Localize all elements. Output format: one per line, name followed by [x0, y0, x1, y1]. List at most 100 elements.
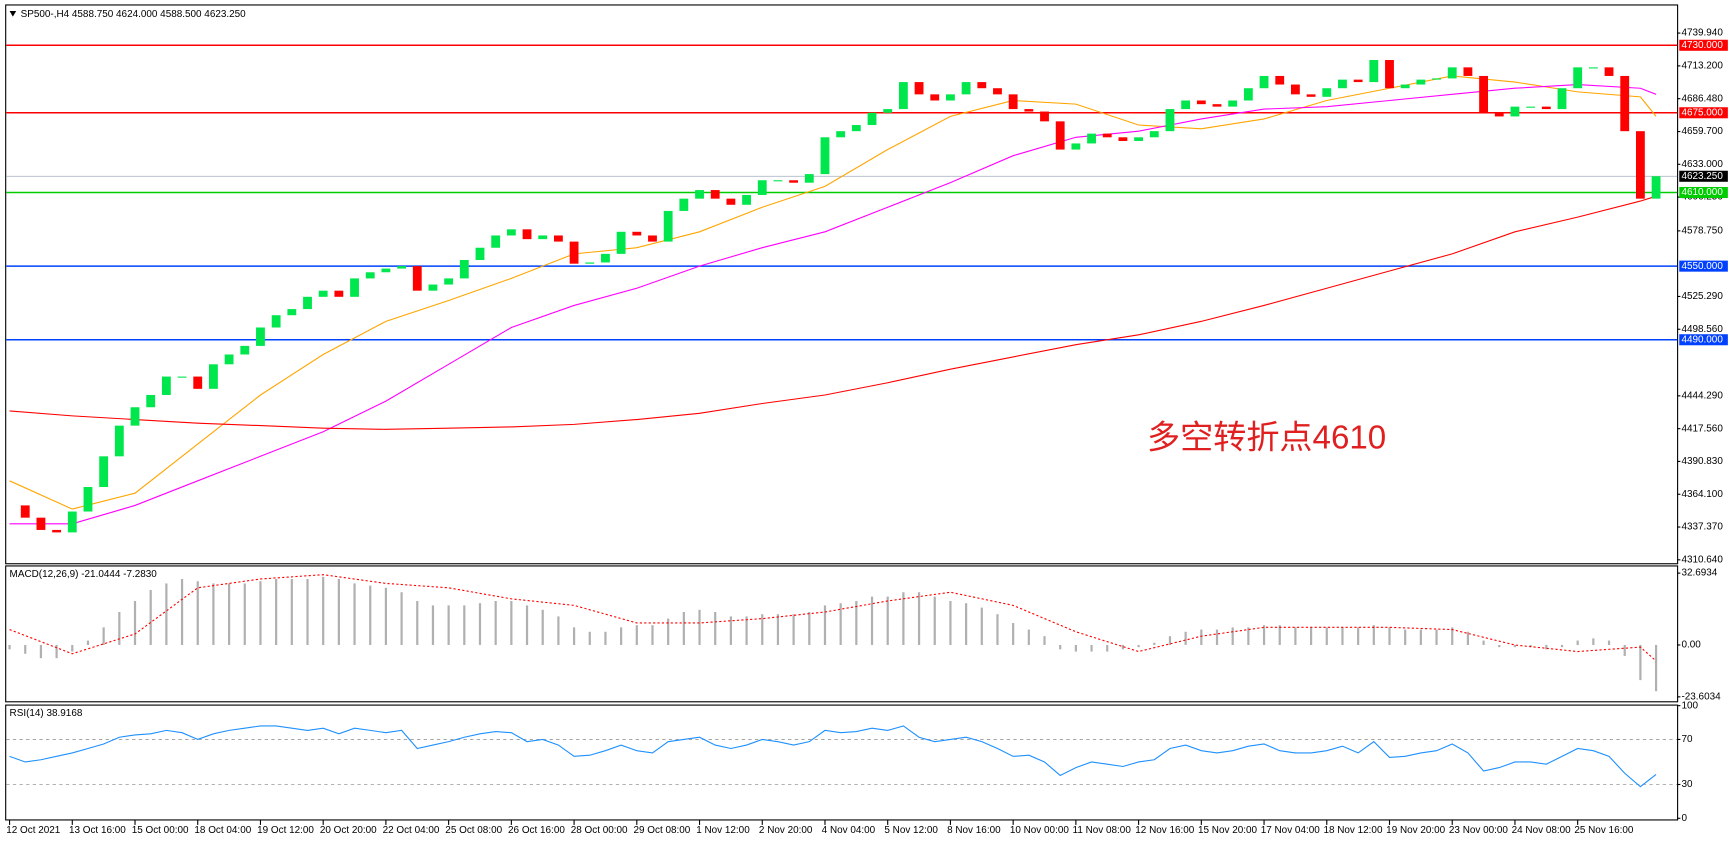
candle-body [224, 354, 234, 365]
x-tick-label: 19 Nov 20:00 [1386, 825, 1446, 836]
candle-body [130, 407, 140, 426]
y-tick-label: 0.00 [1681, 640, 1701, 651]
candle-body [632, 231, 642, 236]
candle-body [553, 235, 563, 242]
level-tag [1679, 260, 1728, 272]
x-tick-label: 15 Nov 20:00 [1198, 825, 1258, 836]
candle-body [350, 278, 359, 297]
candle-body [1400, 84, 1410, 89]
candle-body [1228, 100, 1238, 107]
y-tick-label: 4525.290 [1681, 291, 1723, 302]
current-price-label: 4623.250 [1681, 171, 1723, 182]
level-label: 4550.000 [1681, 261, 1723, 272]
y-tick-label: 4444.290 [1681, 390, 1723, 401]
candle-body [695, 190, 704, 199]
candle-body [1526, 106, 1536, 108]
candle-body [773, 180, 783, 182]
candle-body [1243, 88, 1253, 101]
candle-body [444, 278, 454, 285]
candle-body [726, 198, 736, 205]
x-tick-label: 28 Oct 00:00 [571, 825, 628, 836]
x-tick-label: 5 Nov 12:00 [884, 825, 938, 836]
candle-body [1071, 143, 1081, 150]
y-tick-label: 4686.480 [1681, 93, 1723, 104]
candle-body [1620, 75, 1630, 132]
x-tick-label: 25 Nov 16:00 [1574, 825, 1634, 836]
candle-body [1604, 67, 1614, 76]
candle-body [977, 82, 987, 89]
y-tick-label: 4337.370 [1681, 522, 1723, 533]
menu-arrow [9, 11, 17, 17]
moving-average [9, 84, 1657, 525]
x-tick-label: 23 Nov 00:00 [1449, 825, 1509, 836]
y-tick-label: 4364.100 [1681, 489, 1723, 500]
x-tick-label: 19 Oct 12:00 [257, 825, 314, 836]
x-tick-label: 2 Nov 20:00 [759, 825, 813, 836]
candle-body [303, 296, 312, 310]
candle-body [1087, 133, 1096, 144]
level-tag [1679, 107, 1728, 119]
candle-body [334, 290, 344, 297]
level-label: 4730.000 [1681, 40, 1723, 51]
candle-body [1588, 67, 1598, 69]
x-tick-label: 24 Nov 08:00 [1512, 825, 1572, 836]
candle-body [616, 231, 626, 254]
candle-body [1463, 67, 1473, 76]
rsi-panel [5, 704, 1679, 821]
candle-body [836, 131, 846, 138]
x-tick-label: 18 Nov 12:00 [1323, 825, 1383, 836]
candle-body [1322, 88, 1332, 97]
candle-body [946, 94, 955, 101]
moving-average [9, 195, 1657, 430]
candle-body [1181, 100, 1191, 110]
candle-body [161, 376, 171, 395]
x-tick-label: 22 Oct 04:00 [383, 825, 440, 836]
y-tick-label: 4310.640 [1681, 554, 1723, 565]
candle-body [742, 194, 751, 205]
y-tick-label: 32.6934 [1681, 568, 1717, 579]
candle-body [208, 364, 218, 389]
candle-body [1432, 78, 1441, 80]
candle-body [930, 94, 940, 101]
chart-title: SP500-,H4 4588.750 4624.000 4588.500 462… [21, 9, 247, 20]
y-tick-label: 0 [1681, 813, 1687, 824]
candle-body [1573, 67, 1583, 89]
rsi-line [9, 725, 1657, 788]
candle-body [851, 125, 861, 132]
candle-body [1165, 109, 1175, 132]
candle-body [287, 309, 297, 316]
x-tick-label: 26 Oct 16:00 [508, 825, 565, 836]
current-price-tag [1679, 170, 1728, 182]
y-tick-label: -23.6034 [1681, 691, 1721, 702]
candle-body [491, 235, 501, 248]
candle-body [1385, 60, 1394, 89]
candle-body [538, 235, 548, 240]
candle-body [459, 260, 469, 279]
candle-body [1353, 79, 1363, 83]
y-tick-label: 4390.830 [1681, 456, 1723, 467]
candle-body [710, 190, 720, 199]
candle-body [1008, 94, 1018, 110]
candle-body [1102, 133, 1112, 138]
candle-body [914, 82, 924, 95]
candle-body [99, 456, 109, 487]
candle-body [428, 284, 438, 291]
rsi-label: RSI(14) 38.9168 [10, 708, 83, 719]
x-tick-label: 18 Oct 04:00 [194, 825, 251, 836]
candle-body [1479, 75, 1489, 113]
y-tick-label: 4739.940 [1681, 28, 1723, 39]
candle-body [240, 345, 250, 355]
candle-body [83, 486, 93, 512]
candle-body [601, 253, 610, 263]
x-tick-label: 13 Oct 16:00 [69, 825, 126, 836]
candle-body [114, 425, 124, 457]
x-tick-label: 11 Nov 08:00 [1073, 825, 1132, 836]
y-tick-label: 4578.750 [1681, 225, 1723, 236]
y-tick-label: 4498.560 [1681, 324, 1723, 335]
candle-body [318, 290, 328, 297]
candle-body [397, 266, 407, 269]
x-tick-label: 15 Oct 00:00 [132, 825, 189, 836]
level-tag [1679, 39, 1728, 51]
candle-body [20, 505, 30, 518]
candle-body [1024, 109, 1034, 112]
